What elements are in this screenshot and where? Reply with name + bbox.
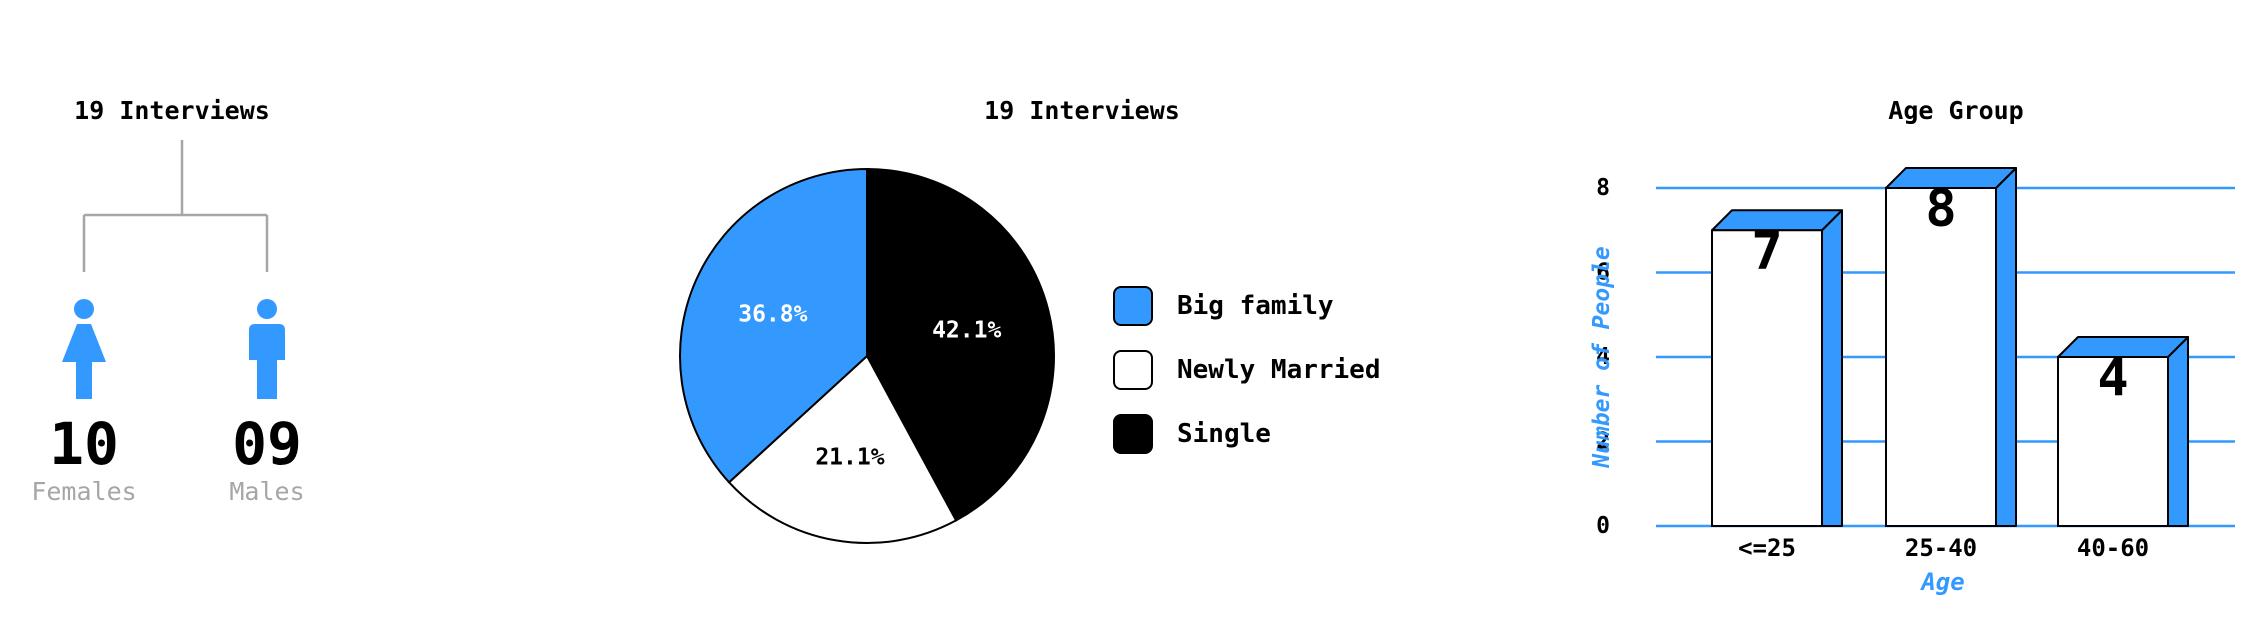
pie-data-label-single: 42.1% (932, 318, 1001, 344)
bar-chart: 0 2 4 6 8 Number of People Age 7 <=25 8 25-40 4 40-6… (1589, 167, 2235, 596)
legend-swatch-newly-married (1113, 350, 1153, 390)
bar-value-label-25-40: 8 (1925, 179, 1956, 239)
female-label: Females (31, 477, 137, 506)
x-tick-label-le25: <=25 (1738, 534, 1796, 562)
pie-slice-single (866, 167, 1055, 522)
bar-le25 (1711, 229, 1823, 527)
y-tick-label: 8 (1596, 175, 1610, 201)
bar-25-40 (1885, 187, 1997, 527)
gender-title: 19 Interviews (74, 96, 270, 125)
y-tick-label: 4 (1596, 344, 1610, 370)
bar-side-40-60 (2167, 336, 2189, 527)
bar-value-label-le25: 7 (1751, 221, 1782, 281)
bar-value-label-40-60: 4 (2097, 348, 2128, 408)
female-count: 10 (49, 410, 119, 478)
pie-panel: 19 Interviews 42.1% 21.1% 36.8% Big family… (620, 0, 1520, 643)
gender-panel: 19 Interviews 10 Females 09 Males (0, 0, 420, 643)
pie-legend: Big family Newly Married Single (1113, 282, 1513, 462)
legend-label-newly-married: Newly Married (1177, 355, 1381, 385)
y-axis-label: Number of People (1589, 246, 1615, 469)
pie-title: 19 Interviews (984, 96, 1180, 125)
y-tick-label: 2 (1596, 429, 1610, 455)
x-axis-label: Age (1919, 568, 1964, 596)
bar-side-le25 (1821, 209, 1843, 527)
legend-label-big-family: Big family (1177, 291, 1334, 321)
female-person-icon (62, 299, 106, 399)
y-tick-label: 0 (1596, 513, 1610, 539)
x-tick-label-40-60: 40-60 (2077, 534, 2149, 562)
y-tick-label: 6 (1596, 260, 1610, 286)
legend-swatch-big-family (1113, 286, 1153, 326)
male-person-icon (249, 299, 285, 399)
bar-panel: Age Group 0 2 4 6 8 Number of People Age 7 <=25 8… (1560, 0, 2260, 643)
bar-side-25-40 (1995, 167, 2017, 527)
legend-swatch-single (1113, 414, 1153, 454)
gender-tree-svg (62, 140, 285, 399)
pie-slice-newly-married (727, 354, 958, 544)
legend-label-single: Single (1177, 419, 1271, 449)
pie-data-label-newly-married: 21.1% (815, 444, 884, 470)
pie-chart: 42.1% 21.1% 36.8% (679, 167, 1055, 544)
x-tick-label-25-40: 25-40 (1905, 534, 1977, 562)
legend-item-single: Single (1113, 410, 1271, 458)
male-label: Males (229, 477, 305, 506)
bar-40-60 (2057, 356, 2169, 527)
bar-title: Age Group (1888, 96, 2024, 125)
male-count: 09 (232, 410, 302, 478)
pie-data-label-big-family: 36.8% (738, 302, 807, 328)
legend-item-big-family: Big family (1113, 282, 1334, 330)
legend-item-newly-married: Newly Married (1113, 346, 1381, 394)
tree-connector (82, 140, 269, 272)
pie-slice-big-family (679, 167, 868, 484)
